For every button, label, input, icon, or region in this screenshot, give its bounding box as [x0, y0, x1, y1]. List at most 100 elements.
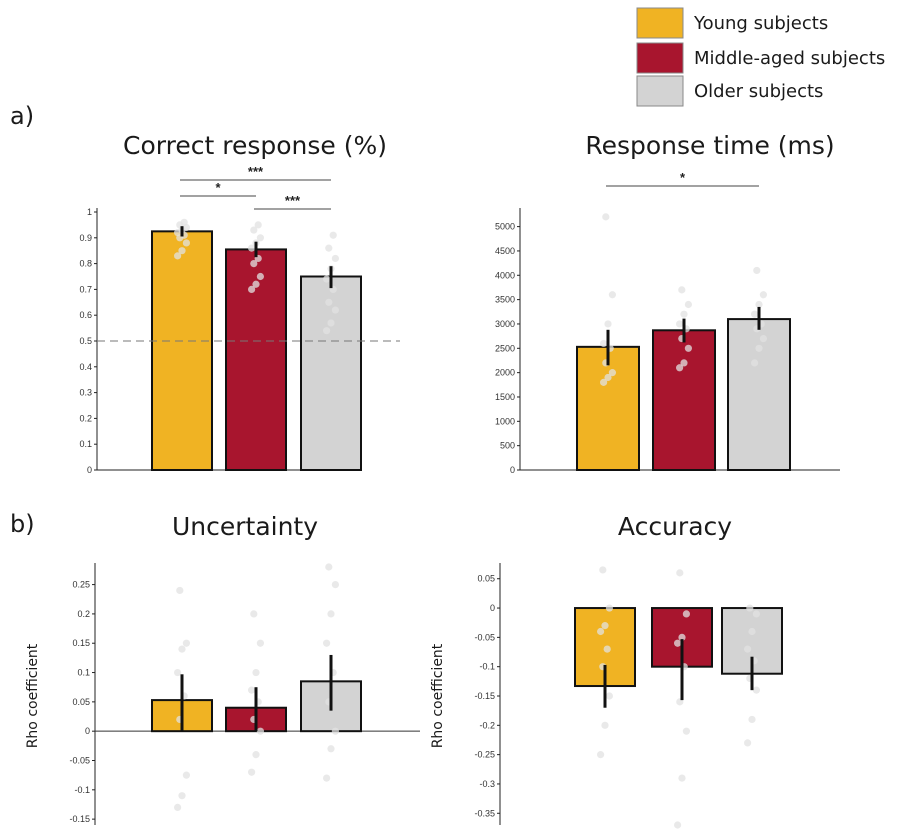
data-point [682, 610, 691, 618]
data-point [602, 213, 610, 221]
data-point [252, 280, 260, 288]
data-point [248, 285, 256, 293]
y-tick-label: 0 [85, 726, 90, 736]
data-point [752, 686, 761, 694]
data-point [674, 639, 682, 647]
data-point [250, 226, 258, 234]
data-point [323, 275, 331, 283]
bar [300, 275, 362, 471]
data-point [248, 768, 256, 776]
y-tick-label: -0.1 [479, 662, 495, 672]
y-tick-label: 0.6 [79, 310, 92, 320]
y-tick-label: 0.1 [79, 439, 92, 449]
data-point [256, 272, 264, 281]
y-tick-label: 0.7 [79, 284, 92, 294]
y-tick-label: 4500 [495, 246, 515, 256]
data-point [678, 633, 686, 641]
significance-label: *** [248, 164, 264, 179]
y-tick-label: 3000 [495, 319, 515, 329]
y-tick-label: 0 [490, 603, 495, 613]
legend-swatch [636, 42, 684, 74]
data-point [746, 604, 754, 612]
data-point [256, 639, 264, 647]
data-point [676, 320, 684, 328]
chart-title: Correct response (%) [123, 131, 387, 160]
data-point [256, 727, 264, 735]
y-tick-label: 0.15 [72, 638, 90, 648]
data-point [180, 218, 188, 226]
data-point [674, 821, 682, 829]
data-point [744, 739, 752, 747]
data-point [323, 639, 331, 647]
data-point [331, 306, 339, 314]
y-tick-label: 3500 [495, 295, 515, 305]
y-tick-label: 0 [87, 465, 92, 475]
data-point [676, 364, 684, 372]
legend-swatch [636, 7, 684, 39]
data-point [676, 569, 684, 577]
chart-correct-response: Correct response (%) 0 0.1 0.2 0.3 0.4 0.5 0.6 0… [79, 131, 400, 475]
chart-title: Uncertainty [172, 512, 318, 541]
y-tick-label: 0.9 [79, 233, 92, 243]
y-tick-label: 0.2 [77, 609, 90, 619]
data-point [755, 300, 763, 309]
data-point [252, 751, 260, 759]
legend: Young subjects Middle-aged subjects Older … [636, 7, 885, 107]
data-point [254, 221, 262, 229]
data-point [608, 291, 617, 299]
y-tick-label: 0.2 [79, 413, 92, 423]
y-tick-label: 0.8 [79, 259, 92, 269]
y-tick-label: 500 [500, 441, 515, 451]
data-point [748, 715, 756, 724]
y-tick-label: 1 [87, 207, 92, 217]
data-point [250, 610, 258, 618]
data-point [597, 751, 605, 759]
y-tick-label: -0.15 [69, 814, 90, 824]
data-point [751, 359, 759, 367]
legend-label: Older subjects [694, 81, 823, 102]
y-tick-label: 1000 [495, 416, 515, 426]
data-point [331, 254, 339, 263]
data-point [678, 286, 686, 294]
data-point [597, 627, 605, 636]
panel-label-b: b) [10, 510, 35, 538]
significance-label: * [215, 180, 221, 195]
data-point [680, 310, 688, 318]
data-point [600, 339, 608, 348]
legend-swatch [636, 75, 684, 107]
y-tick-label: -0.05 [474, 632, 495, 642]
significance-label: * [680, 170, 686, 185]
significance-label: *** [285, 193, 301, 208]
data-point [256, 234, 264, 242]
data-point [327, 745, 335, 753]
data-point [759, 334, 768, 343]
data-point [605, 604, 614, 612]
data-point [331, 580, 339, 589]
data-point [327, 610, 335, 618]
y-tick-label: 5000 [495, 222, 515, 232]
data-point [252, 668, 260, 677]
y-tick-label: 0 [510, 465, 515, 475]
data-point [325, 298, 333, 306]
bar [727, 318, 791, 471]
data-point [182, 639, 190, 647]
data-point [755, 344, 763, 352]
y-tick-label: 4000 [495, 270, 515, 280]
data-point [174, 803, 182, 812]
y-tick-label: 0.25 [72, 580, 90, 590]
data-point [329, 231, 337, 239]
data-point [178, 645, 186, 653]
data-point [753, 266, 761, 275]
y-tick-label: 0.4 [79, 362, 92, 372]
data-point [744, 645, 752, 653]
data-point [174, 252, 182, 260]
data-point [178, 247, 186, 255]
data-point [325, 244, 333, 252]
y-tick-label: -0.3 [479, 779, 495, 789]
data-point [182, 771, 190, 779]
y-tick-label: 1500 [495, 392, 515, 402]
data-point [751, 310, 759, 318]
y-tick-label: -0.35 [474, 808, 495, 818]
data-point [601, 622, 609, 630]
